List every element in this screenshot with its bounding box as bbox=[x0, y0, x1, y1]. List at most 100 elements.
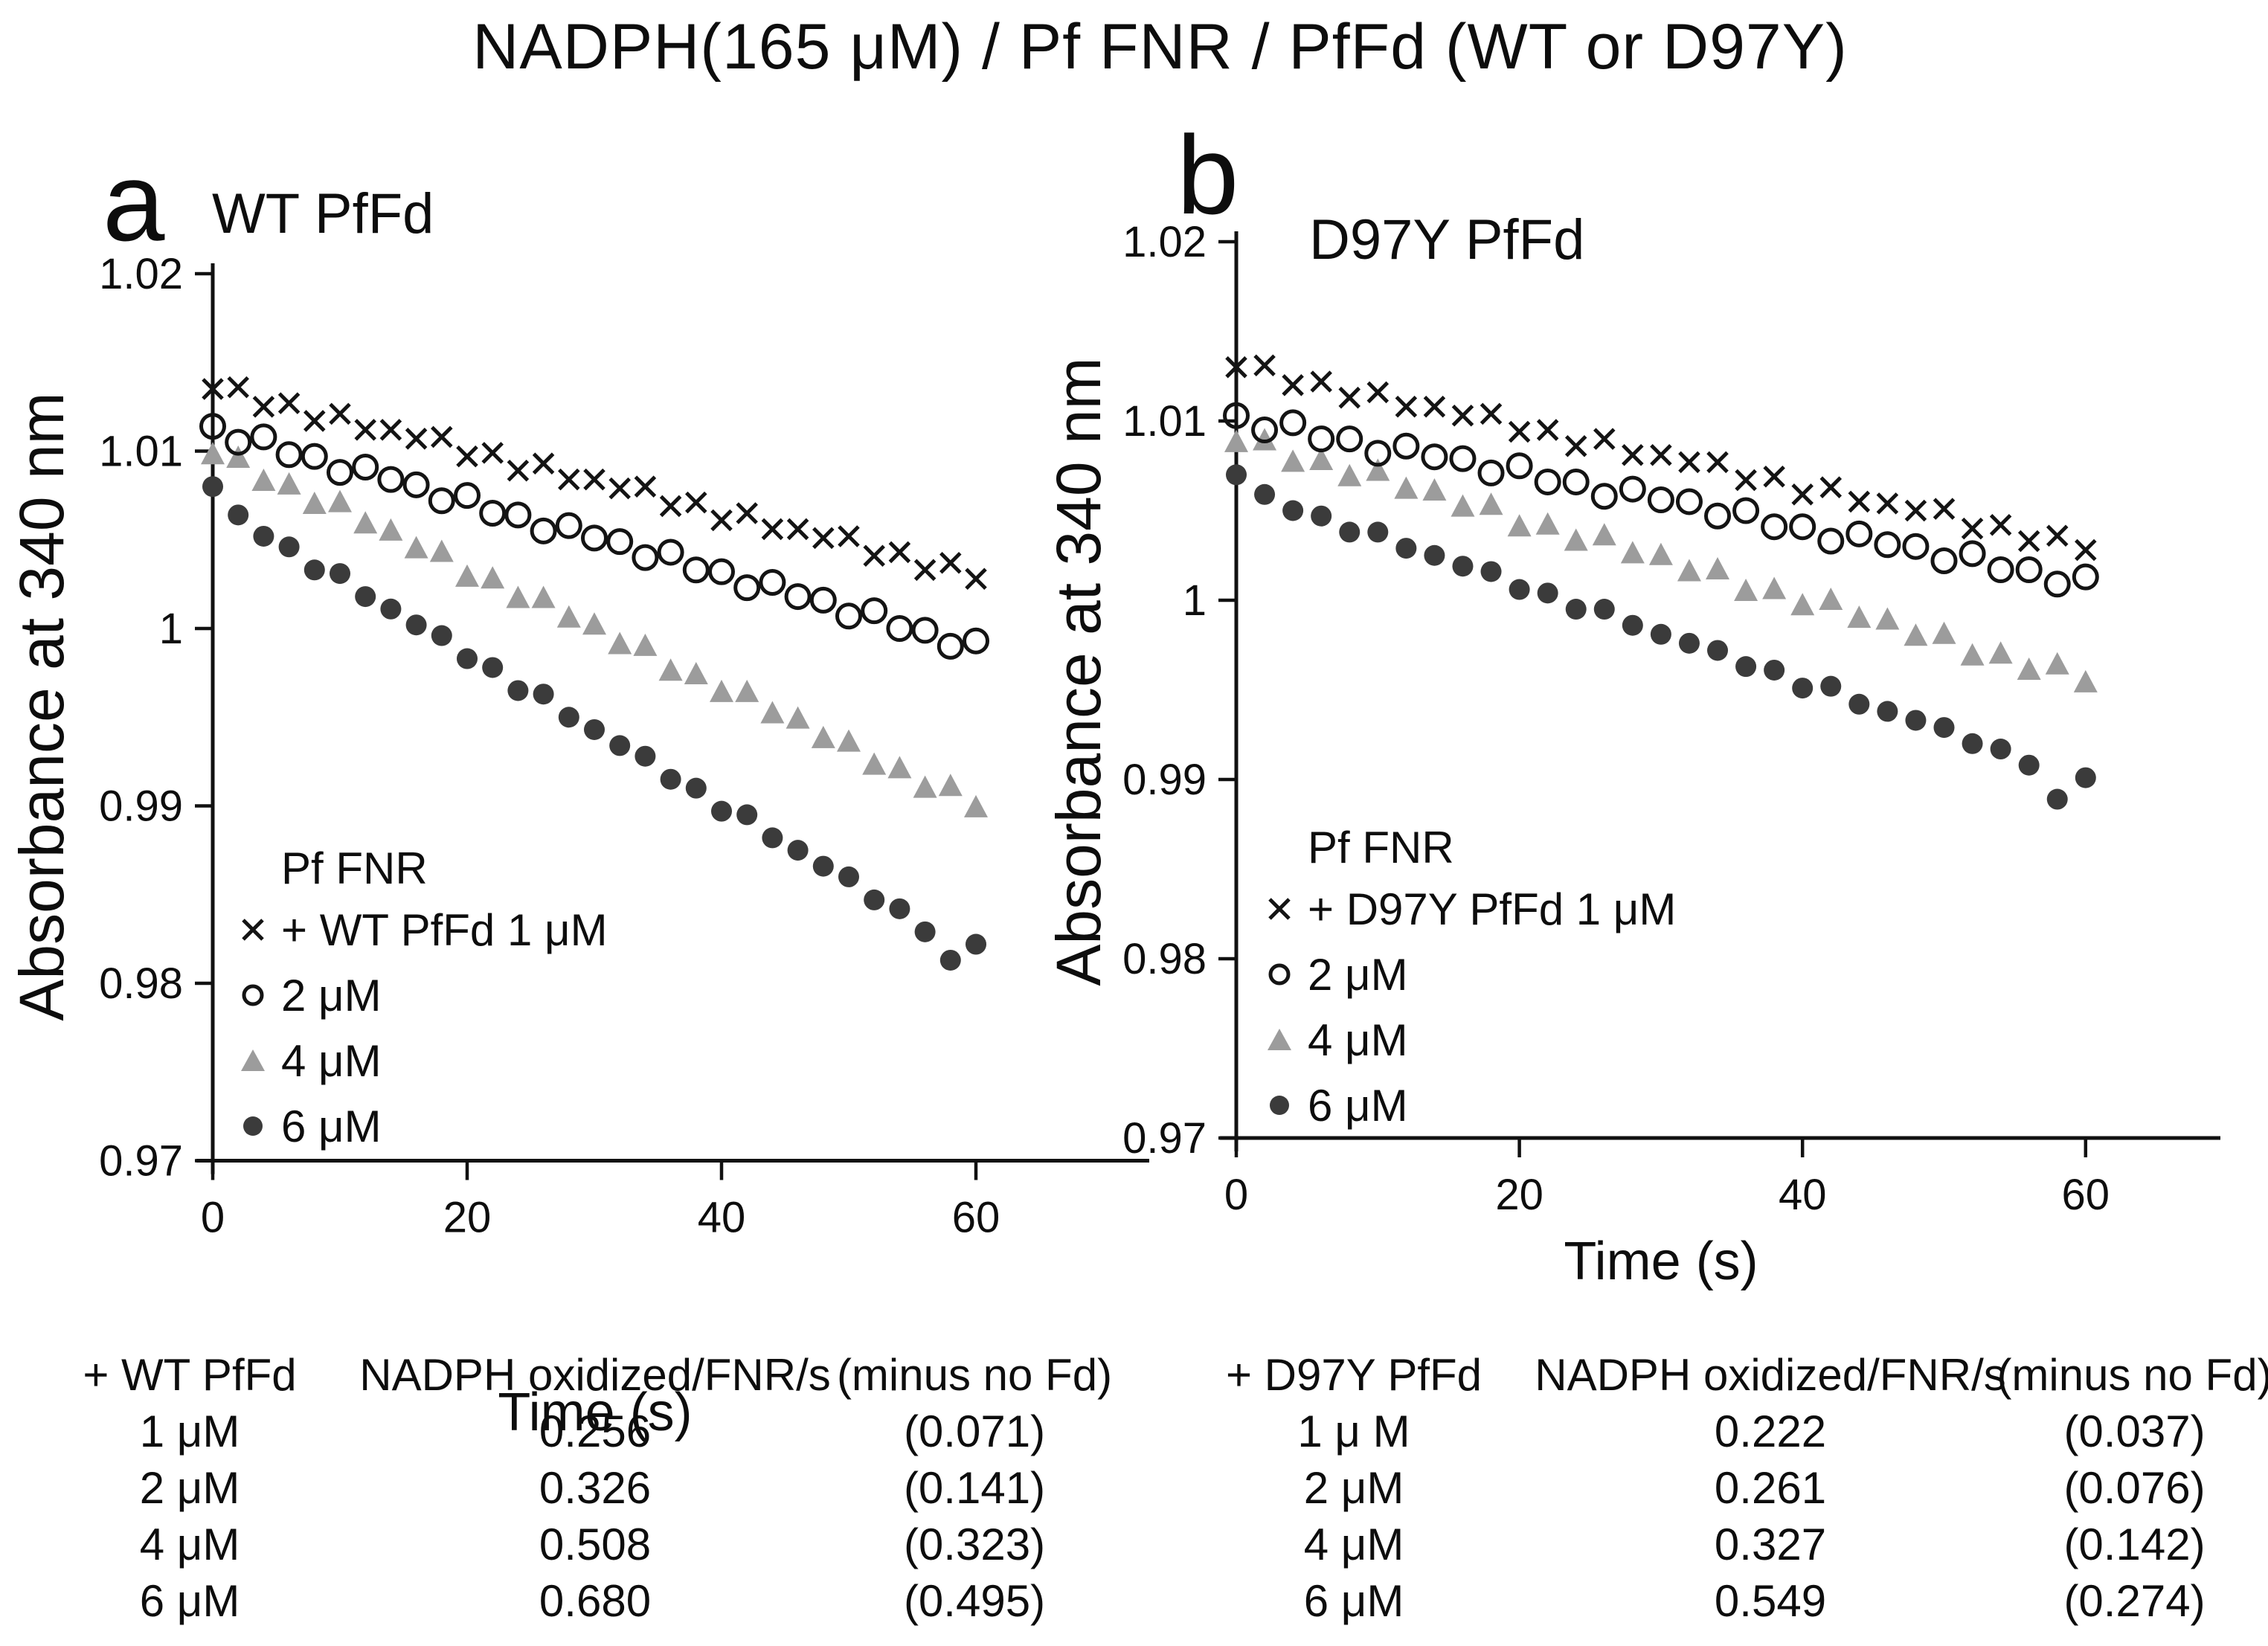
panel-a-series--WT-PfFd-1-M bbox=[202, 376, 987, 590]
x-tick-label: 20 bbox=[1495, 1171, 1543, 1219]
x-tick-label: 40 bbox=[1779, 1171, 1827, 1219]
table-header-cell: (minus no Fd) bbox=[1996, 1349, 2268, 1400]
filled-circle-marker-icon bbox=[243, 1116, 263, 1136]
table-cell: 0.326 bbox=[539, 1462, 652, 1513]
wt-results-table: + WT PfFd NADPH oxidized/FNR/s (minus no… bbox=[30, 1346, 1112, 1629]
table-header-cell: + D97Y PfFd bbox=[1225, 1349, 1482, 1400]
panel-b-legend: Pf FNR + D97Y PfFd 1 μM 2 μM 4 μM 6 μM bbox=[1265, 818, 1676, 1138]
panel-b-axes bbox=[1220, 231, 2220, 1151]
table-cell: 0.549 bbox=[1714, 1575, 1827, 1626]
legend-item: 4 μM bbox=[238, 1028, 608, 1093]
table-cell: (0.274) bbox=[2063, 1575, 2206, 1626]
legend-item: 6 μM bbox=[1265, 1073, 1676, 1138]
legend-item-label: 2 μM bbox=[281, 970, 382, 1020]
x-tick-label: 0 bbox=[201, 1194, 225, 1242]
y-tick-label: 0.99 bbox=[1122, 756, 1207, 804]
panel-a-plot: 1.02 1.01 1 0.99 0.98 0.97 0 20 40 60 bbox=[99, 250, 1149, 1242]
panel-b-series-6-M bbox=[1226, 464, 2096, 810]
table-cell: 2 μM bbox=[1303, 1462, 1404, 1513]
legend-item-label: 4 μM bbox=[1308, 1015, 1408, 1065]
d97y-results-table: + D97Y PfFd NADPH oxidized/FNR/s (minus … bbox=[1168, 1346, 2268, 1629]
panel-a-y-axis-label: Absorbance at 340 nm bbox=[6, 392, 77, 1021]
y-tick-label: 1 bbox=[1183, 576, 1207, 625]
legend-item-label: 6 μM bbox=[281, 1101, 382, 1151]
table-cell: (0.142) bbox=[2063, 1519, 2206, 1569]
gray-triangle-marker-icon bbox=[241, 1049, 265, 1071]
panel-b-letter: b bbox=[1177, 112, 1239, 237]
panel-a-series-2-M bbox=[199, 413, 989, 660]
panel-b-plot: 1.02 1.01 1 0.99 0.98 0.97 0 20 40 60 bbox=[1122, 218, 2220, 1219]
table-cell: (0.323) bbox=[903, 1519, 1046, 1569]
panel-b-x-ticks: 0 20 40 60 bbox=[1224, 1138, 2110, 1219]
table-cell: 0.508 bbox=[539, 1519, 652, 1569]
open-circle-marker-icon bbox=[242, 984, 264, 1006]
panel-a-title: WT PfFd bbox=[212, 182, 434, 245]
legend-item: + D97Y PfFd 1 μM bbox=[1265, 876, 1676, 942]
x-tick-label: 60 bbox=[2062, 1171, 2110, 1219]
panel-b-x-axis-label: Time (s) bbox=[1564, 1232, 1758, 1291]
legend-item: 6 μM bbox=[238, 1093, 608, 1159]
table-cell: 6 μM bbox=[139, 1575, 240, 1626]
panel-a-legend-header: Pf FNR bbox=[281, 843, 428, 893]
panel-a-y-ticks: 1.02 1.01 1 0.99 0.98 0.97 bbox=[99, 250, 213, 1186]
table-header-cell: + WT PfFd bbox=[83, 1349, 297, 1400]
panel-b-legend-header: Pf FNR bbox=[1308, 822, 1454, 872]
x-tick-label: 20 bbox=[443, 1194, 492, 1242]
panel-a-x-axis-label: Time (s) bbox=[498, 1383, 693, 1442]
panel-a-series-4-M bbox=[201, 442, 988, 817]
legend-item: 2 μM bbox=[1265, 942, 1676, 1007]
panel-b-y-axis-label: Absorbance at 340 nm bbox=[1043, 357, 1114, 986]
table-header-cell: NADPH oxidized/FNR/s bbox=[1535, 1349, 2006, 1400]
y-tick-label: 0.99 bbox=[99, 782, 183, 831]
y-tick-label: 1 bbox=[159, 605, 183, 653]
table-cell: 1 μM bbox=[139, 1406, 240, 1456]
legend-item: + WT PfFd 1 μM bbox=[238, 897, 608, 962]
y-tick-label: 0.98 bbox=[99, 959, 183, 1008]
x-tick-label: 40 bbox=[698, 1194, 746, 1242]
legend-item-label: 2 μM bbox=[1308, 949, 1408, 1000]
table-cell: 0.256 bbox=[539, 1406, 652, 1456]
gray-triangle-marker-icon bbox=[1268, 1029, 1291, 1050]
open-circle-marker-icon bbox=[1268, 963, 1291, 986]
table-cell: (0.495) bbox=[903, 1575, 1046, 1626]
table-cell: 0.680 bbox=[539, 1575, 652, 1626]
table-cell: 6 μM bbox=[1303, 1575, 1404, 1626]
panel-b-series--D97Y-PfFd-1-M bbox=[1225, 354, 2097, 562]
panel-b-series-2-M bbox=[1223, 402, 2099, 598]
table-cell: 4 μM bbox=[1303, 1519, 1404, 1569]
table-header-cell: NADPH oxidized/FNR/s bbox=[359, 1349, 831, 1400]
panel-a-legend: Pf FNR + WT PfFd 1 μM 2 μM 4 μM 6 μM bbox=[238, 839, 608, 1159]
y-tick-label: 1.01 bbox=[1122, 397, 1207, 446]
x-tick-label: 60 bbox=[952, 1194, 1000, 1242]
x-cross-marker-icon bbox=[242, 919, 264, 941]
table-cell: 1 μ M bbox=[1297, 1406, 1410, 1456]
panel-a-series-6-M bbox=[202, 476, 986, 971]
x-tick-label: 0 bbox=[1224, 1171, 1248, 1219]
filled-circle-marker-icon bbox=[1270, 1096, 1289, 1115]
figure-title: NADPH(165 μM) / Pf FNR / PfFd (WT or D97… bbox=[472, 11, 1848, 83]
table-cell: 0.327 bbox=[1714, 1519, 1827, 1569]
legend-item-label: 4 μM bbox=[281, 1035, 382, 1086]
table-cell: 0.261 bbox=[1714, 1462, 1827, 1513]
table-cell: (0.076) bbox=[2063, 1462, 2206, 1513]
legend-item-label: 6 μM bbox=[1308, 1080, 1408, 1131]
table-cell: 2 μM bbox=[139, 1462, 240, 1513]
panel-a-x-ticks: 0 20 40 60 bbox=[201, 1160, 1000, 1242]
panel-b-y-ticks: 1.02 1.01 1 0.99 0.98 0.97 bbox=[1122, 218, 1236, 1163]
legend-item: 4 μM bbox=[1265, 1007, 1676, 1073]
y-tick-label: 1.02 bbox=[99, 250, 183, 298]
y-tick-label: 1.02 bbox=[1122, 218, 1207, 266]
y-tick-label: 0.98 bbox=[1122, 935, 1207, 983]
legend-item-label: + WT PfFd 1 μM bbox=[281, 904, 608, 955]
legend-item-label: + D97Y PfFd 1 μM bbox=[1308, 884, 1677, 934]
y-tick-label: 0.97 bbox=[1122, 1114, 1207, 1163]
y-tick-label: 0.97 bbox=[99, 1137, 183, 1186]
panel-b-title: D97Y PfFd bbox=[1309, 208, 1585, 271]
x-cross-marker-icon bbox=[1268, 898, 1291, 920]
table-cell: (0.037) bbox=[2063, 1406, 2206, 1456]
panel-a-letter: a bbox=[103, 139, 165, 264]
table-cell: 4 μM bbox=[139, 1519, 240, 1569]
table-cell: 0.222 bbox=[1714, 1406, 1827, 1456]
